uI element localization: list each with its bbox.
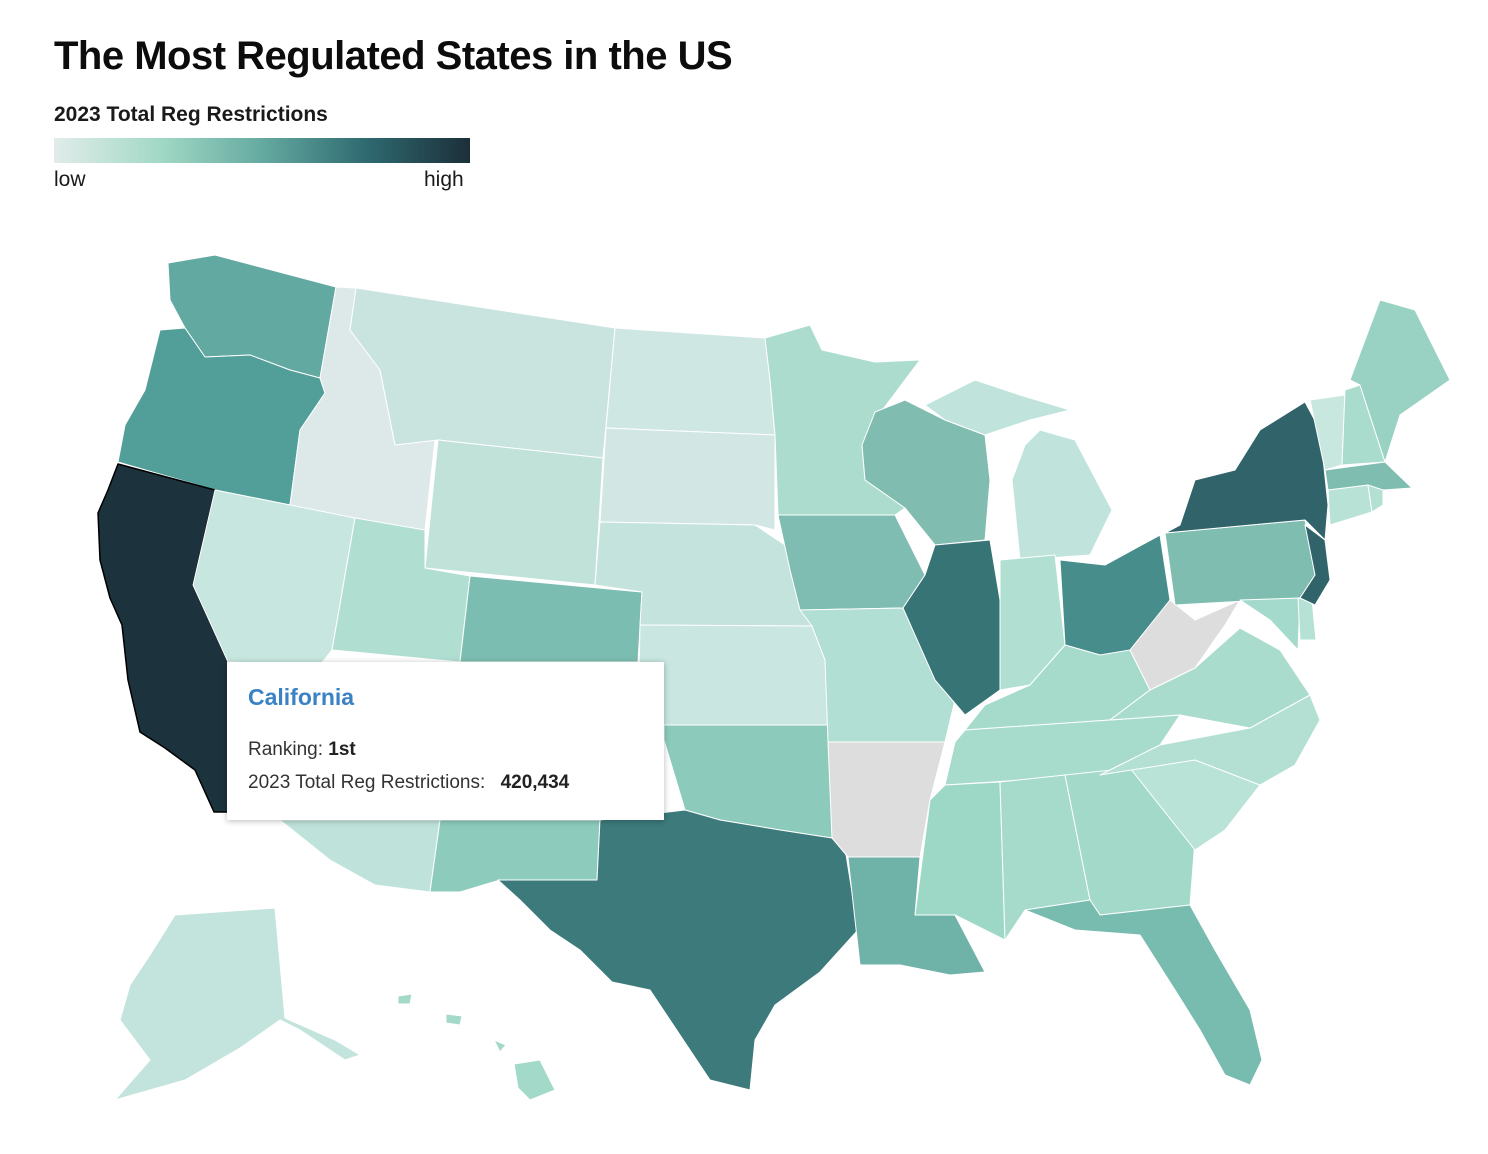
state-maine[interactable] [1349, 299, 1451, 463]
tooltip-metric-label: 2023 Total Reg Restrictions: [248, 772, 486, 793]
legend-high-label: high [424, 168, 464, 191]
state-hawaii[interactable] [397, 993, 556, 1101]
state-connecticut[interactable] [1327, 484, 1373, 526]
state-new-york[interactable] [1164, 401, 1329, 541]
state-kansas[interactable] [637, 624, 831, 726]
state-pennsylvania[interactable] [1164, 519, 1316, 606]
state-michigan-upper[interactable] [924, 379, 1071, 436]
state-louisiana[interactable] [847, 856, 986, 976]
state-colorado[interactable] [459, 575, 643, 663]
chart-title: The Most Regulated States in the US [54, 34, 733, 78]
tooltip-state-name: California [248, 684, 355, 710]
state-nevada[interactable] [192, 489, 356, 666]
tooltip-metric-value: 420,434 [500, 772, 570, 793]
tooltip-ranking-value: 1st [328, 739, 356, 760]
color-scale-legend [54, 138, 470, 163]
state-alaska[interactable] [114, 907, 361, 1101]
state-wyoming[interactable] [424, 439, 604, 586]
state-tooltip: California Ranking: 1st 2023 Total Reg R… [227, 662, 664, 820]
legend-title: 2023 Total Reg Restrictions [54, 103, 328, 126]
state-iowa[interactable] [777, 514, 926, 611]
legend-low-label: low [54, 168, 86, 191]
state-west-virginia[interactable] [1129, 599, 1241, 691]
state-texas[interactable] [497, 809, 859, 1091]
tooltip-metric-row: 2023 Total Reg Restrictions: 420,434 [248, 766, 643, 799]
state-illinois[interactable] [902, 539, 1001, 716]
state-north-dakota[interactable] [605, 327, 776, 436]
state-north-carolina[interactable] [1099, 694, 1321, 786]
tooltip-ranking-row: Ranking: 1st [248, 733, 643, 766]
state-maryland[interactable] [1239, 597, 1301, 651]
state-arizona[interactable] [279, 819, 441, 893]
state-michigan[interactable] [1011, 429, 1113, 561]
state-florida[interactable] [1024, 899, 1263, 1086]
state-south-dakota[interactable] [599, 427, 776, 531]
tooltip-ranking-label: Ranking: [248, 739, 323, 760]
